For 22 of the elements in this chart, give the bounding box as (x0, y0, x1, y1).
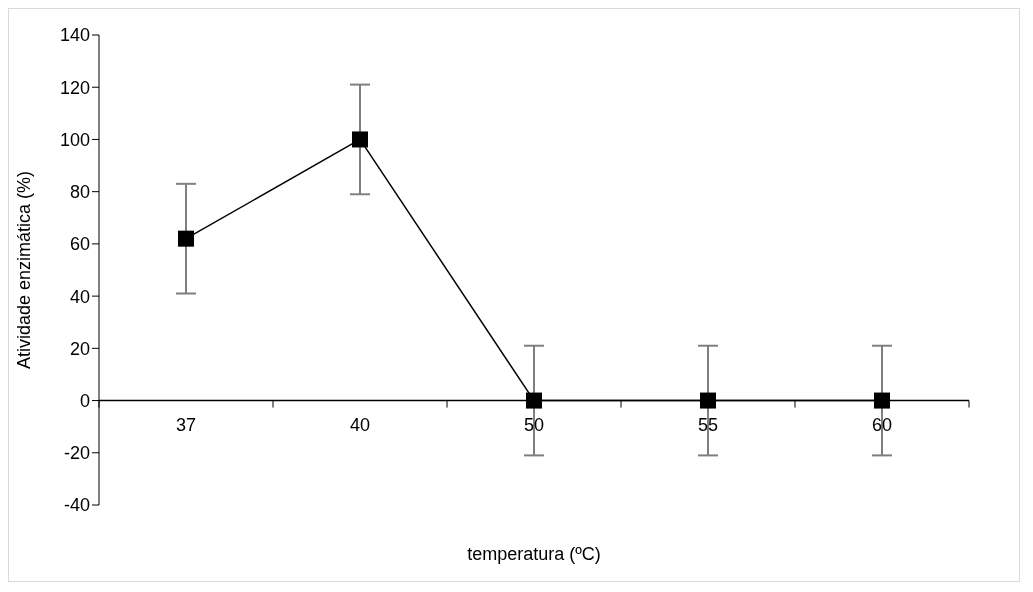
y-tick-label: 0 (79, 390, 90, 411)
y-tick-label: -20 (63, 443, 90, 464)
y-tick-label: 100 (59, 129, 90, 150)
x-tick-label: 60 (871, 414, 893, 435)
y-tick-label: -40 (63, 495, 90, 516)
point (874, 392, 890, 409)
x-tick-label: 50 (523, 414, 545, 435)
y-tick-label: 60 (69, 234, 90, 255)
x-tick-label: 37 (175, 414, 197, 435)
y-axis-title: Atividade enzimática (%) (14, 170, 35, 370)
x-axis-title: temperatura (ºC) (467, 544, 601, 564)
point (526, 392, 542, 409)
x-tick-label: 40 (349, 414, 371, 435)
y-tick-label: 80 (69, 182, 90, 203)
y-tick-label: 120 (59, 77, 90, 98)
y-tick-label: 40 (69, 286, 90, 307)
point (700, 392, 716, 409)
point (352, 131, 368, 148)
y-tick-label: 20 (69, 338, 90, 359)
x-tick-label: 55 (697, 414, 719, 435)
y-tick-label: 140 (59, 25, 90, 46)
point (178, 230, 194, 247)
